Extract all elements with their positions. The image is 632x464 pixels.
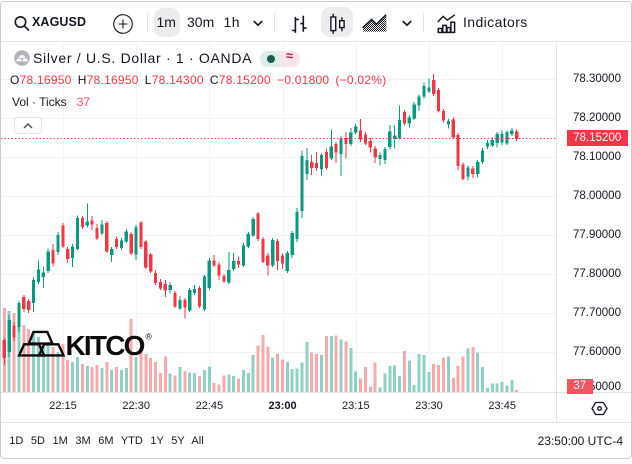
svg-text:KITCO: KITCO xyxy=(66,329,145,358)
svg-text:®: ® xyxy=(146,331,153,341)
